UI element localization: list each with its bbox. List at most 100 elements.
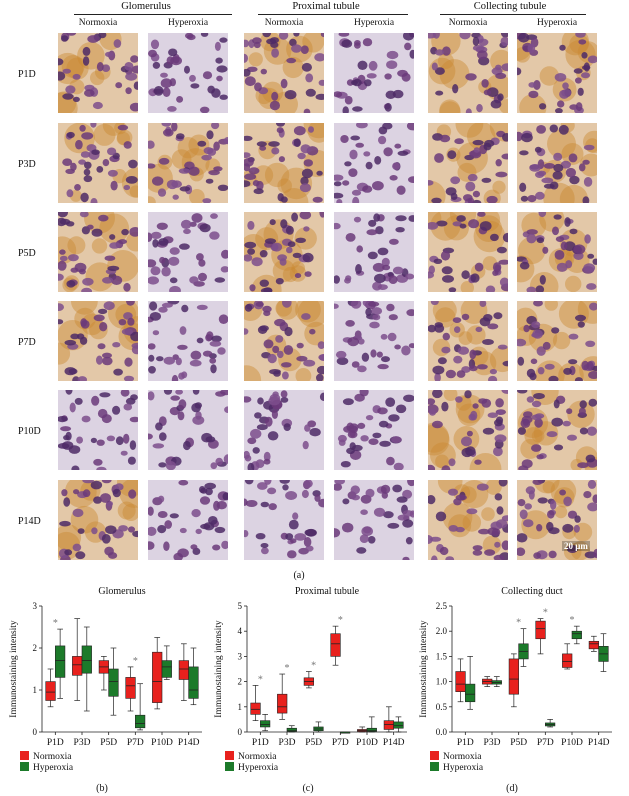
y-tick-label: 2 <box>238 677 243 687</box>
micrograph-p1d-1 <box>148 33 228 113</box>
micrograph-p7d-2 <box>244 301 324 381</box>
significance-marker: * <box>516 618 521 629</box>
x-tick-label: P7D <box>332 738 349 748</box>
box-normoxia <box>508 658 519 695</box>
x-tick-label: P1D <box>252 738 269 748</box>
legend-swatch-normoxia <box>430 751 439 760</box>
x-tick-label: P5D <box>100 738 117 748</box>
x-tick-label: P14D <box>588 738 610 748</box>
box-normoxia <box>178 660 189 680</box>
x-tick-label: P14D <box>178 738 200 748</box>
x-tick-label: P7D <box>127 738 144 748</box>
group-rule-collecting-tubule <box>440 14 586 15</box>
x-tick-label: P7D <box>537 738 554 748</box>
y-tick-label: 2.5 <box>436 601 448 611</box>
chart-title: Glomerulus <box>98 586 145 597</box>
x-tick-label: P14D <box>383 738 405 748</box>
micrograph-p10d-5 <box>517 390 597 470</box>
chart-caption: (b) <box>96 783 108 794</box>
box-hyperoxia <box>260 720 271 728</box>
chart-2: Proximal tubule Immunostaining intensity 0… <box>214 586 407 794</box>
micrograph-p1d-5 <box>517 33 597 113</box>
micrograph-p7d-4 <box>428 301 508 381</box>
significance-marker: * <box>133 656 138 667</box>
y-tick-label: 1.0 <box>436 677 448 687</box>
chart-1: Glomerulus Immunostaining intensity 0 1 2 3 P1… <box>9 586 202 794</box>
significance-marker: * <box>311 661 316 672</box>
legend-label-hyperoxia: Hyperoxia <box>238 763 279 773</box>
micrograph-p5d-4 <box>428 212 508 292</box>
micrograph-p14d-3 <box>334 480 414 560</box>
legend-swatch-hyperoxia <box>430 762 439 771</box>
micrograph-p14d-1 <box>148 480 228 560</box>
x-tick-label: P3D <box>484 738 501 748</box>
y-tick-label: 0.0 <box>436 727 448 737</box>
box-hyperoxia <box>161 660 172 678</box>
box-hyperoxia <box>135 714 146 729</box>
micrograph-p10d-0 <box>58 390 138 470</box>
legend-swatch-hyperoxia <box>20 762 29 771</box>
x-tick-label: P10D <box>356 738 378 748</box>
micrograph-p1d-3 <box>334 33 414 113</box>
micrograph-p14d-5 <box>517 480 597 560</box>
box-normoxia <box>125 677 136 699</box>
significance-marker: * <box>285 663 290 674</box>
y-tick-label: 2 <box>33 643 38 653</box>
group-header-proximal-tubule: Proximal tubule <box>292 1 360 12</box>
significance-marker: * <box>258 674 263 685</box>
x-tick-label: P3D <box>279 738 296 748</box>
group-rule-glomerulus <box>74 14 232 15</box>
box-hyperoxia <box>108 668 119 697</box>
x-tick-label: P10D <box>151 738 173 748</box>
legend-label-normoxia: Normoxia <box>33 752 72 762</box>
y-tick-label: 2.0 <box>436 626 448 636</box>
x-tick-label: P3D <box>74 738 91 748</box>
box-plot-charts: Glomerulus Immunostaining intensity 0 1 2 3 P1… <box>9 586 612 794</box>
micrograph-p1d-4 <box>428 33 508 113</box>
box-normoxia <box>45 681 56 701</box>
scale-bar-label: 20 μm <box>562 541 590 551</box>
legend-label-hyperoxia: Hyperoxia <box>33 763 74 773</box>
y-tick-label: 0.5 <box>436 702 448 712</box>
x-tick-label: P5D <box>305 738 322 748</box>
legend-swatch-hyperoxia <box>225 762 234 771</box>
chart-caption: (d) <box>506 783 518 794</box>
micrograph-p5d-1 <box>148 212 228 292</box>
box-normoxia <box>330 633 341 657</box>
micrograph-p14d-2 <box>244 480 324 560</box>
box-normoxia <box>72 656 83 676</box>
box-normoxia <box>250 702 261 715</box>
condition-header-normoxia-4: Normoxia <box>448 18 488 28</box>
box-hyperoxia <box>465 683 476 703</box>
box-normoxia <box>383 720 394 730</box>
y-tick-label: 3 <box>33 601 38 611</box>
y-tick-label: 5 <box>238 601 243 611</box>
micrograph-p5d-2 <box>244 212 324 292</box>
micrograph-p10d-1 <box>148 390 228 470</box>
legend-swatch-normoxia <box>20 751 29 760</box>
y-tick-label: 1 <box>238 702 243 712</box>
micrograph-p1d-2 <box>244 33 324 113</box>
significance-marker: * <box>570 615 575 626</box>
micrograph-p10d-2 <box>244 390 324 470</box>
micrograph-p10d-4 <box>428 390 508 470</box>
chart-title: Collecting duct <box>501 586 563 597</box>
legend-label-normoxia: Normoxia <box>238 752 277 762</box>
box-hyperoxia <box>393 721 404 729</box>
box-normoxia <box>535 620 546 640</box>
y-tick-label: 1 <box>33 685 38 695</box>
group-rule-proximal-tubule <box>258 14 408 15</box>
condition-header-hyperoxia-1: Hyperoxia <box>167 18 209 28</box>
legend-label-normoxia: Normoxia <box>443 752 482 762</box>
micrograph-p3d-4 <box>428 123 508 203</box>
x-tick-label: P5D <box>510 738 527 748</box>
box-hyperoxia <box>366 727 377 732</box>
y-tick-label: 0 <box>33 727 38 737</box>
row-label-p10d: P10D <box>18 426 41 437</box>
legend-label-hyperoxia: Hyperoxia <box>443 763 484 773</box>
significance-marker: * <box>53 618 58 629</box>
row-label-p1d: P1D <box>18 69 36 80</box>
chart-3: Collecting duct Immunostaining intensity 0… <box>419 586 612 794</box>
micrograph-p1d-0 <box>58 33 138 113</box>
micrograph-p7d-1 <box>148 301 228 381</box>
